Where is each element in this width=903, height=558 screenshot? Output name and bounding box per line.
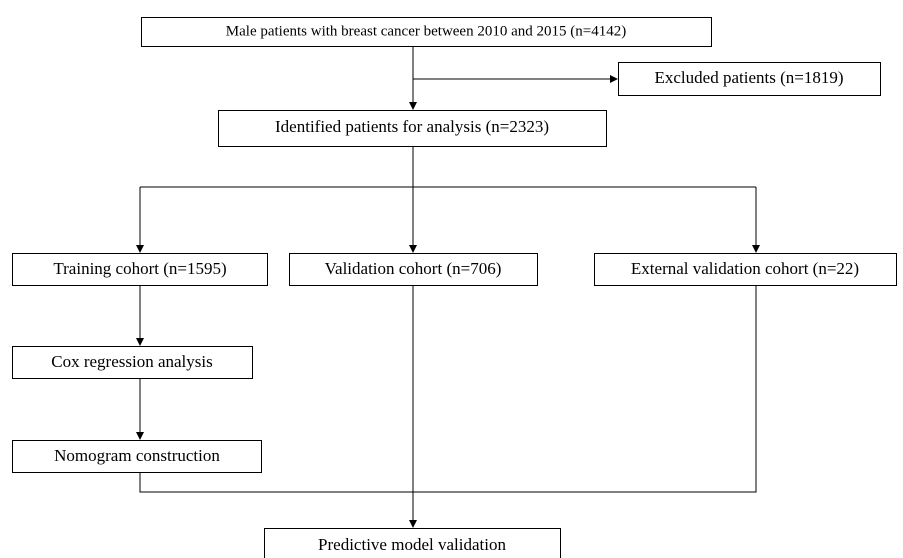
node-box [594, 253, 897, 286]
node-box [618, 62, 881, 96]
node-box [12, 346, 253, 379]
node-label: Nomogram construction [54, 446, 220, 465]
node-label: Identified patients for analysis (n=2323… [275, 117, 549, 136]
node-box [264, 528, 561, 558]
node-label: Male patients with breast cancer between… [226, 23, 626, 39]
node-box [289, 253, 538, 286]
node-label: External validation cohort (n=22) [631, 259, 859, 278]
node-box [12, 253, 268, 286]
node-box [218, 110, 607, 147]
node-box [141, 17, 712, 47]
node-label: Cox regression analysis [51, 352, 212, 371]
node-label: Excluded patients (n=1819) [655, 68, 844, 87]
node-label: Predictive model validation [318, 535, 506, 554]
connector [139, 285, 757, 493]
node-label: Validation cohort (n=706) [325, 259, 502, 278]
node-label: Training cohort (n=1595) [53, 259, 226, 278]
node-box [12, 440, 262, 473]
